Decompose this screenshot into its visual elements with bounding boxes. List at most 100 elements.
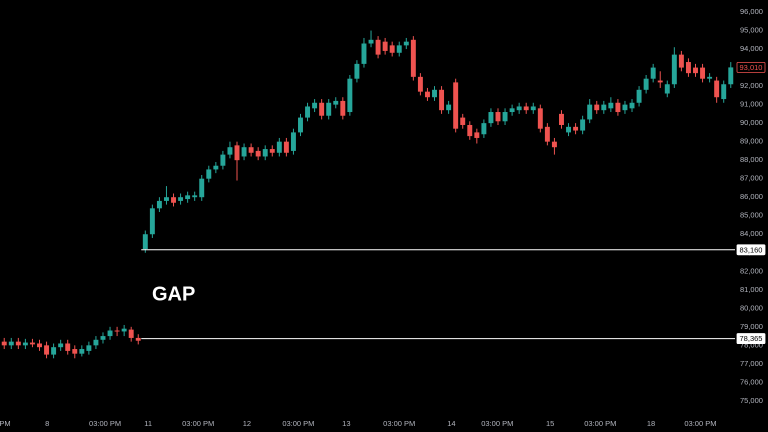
x-tick-label: 11 bbox=[144, 419, 152, 428]
y-tick-label: 81,000 bbox=[740, 285, 763, 294]
candle-body bbox=[121, 328, 127, 332]
candle-body bbox=[573, 126, 579, 131]
candle-body bbox=[128, 329, 134, 338]
y-tick-label: 90,000 bbox=[740, 118, 763, 127]
candle-body bbox=[79, 349, 85, 354]
candle-body bbox=[234, 145, 240, 161]
candle-body bbox=[403, 41, 409, 46]
candle-body bbox=[333, 100, 339, 105]
x-tick-label: 13 bbox=[342, 419, 350, 428]
candle-body bbox=[135, 337, 141, 341]
candle-body bbox=[37, 343, 42, 348]
x-tick-label: 03:00 PM bbox=[383, 419, 415, 428]
candle-body bbox=[100, 336, 106, 340]
y-tick-label: 79,000 bbox=[740, 322, 763, 331]
y-tick-label: 92,000 bbox=[740, 81, 763, 90]
candle-body bbox=[685, 62, 691, 74]
x-tick-label: 03:00 PM bbox=[481, 419, 513, 428]
y-tick-label: 86,000 bbox=[740, 192, 763, 201]
last-price-box bbox=[736, 62, 766, 73]
y-tick-label: 78,000 bbox=[740, 340, 763, 349]
candle-body bbox=[206, 169, 212, 179]
candle-body bbox=[707, 76, 713, 79]
candle-body bbox=[93, 339, 99, 346]
y-tick-label: 94,000 bbox=[740, 44, 763, 53]
candle-body bbox=[566, 126, 572, 133]
gap-annotation: GAP bbox=[152, 283, 195, 305]
candle-body bbox=[657, 80, 663, 83]
y-tick-label: 84,000 bbox=[740, 229, 763, 238]
x-tick-label: PM bbox=[0, 419, 11, 428]
candle-body bbox=[262, 149, 268, 157]
candle-body bbox=[530, 106, 536, 111]
candle-body bbox=[72, 349, 78, 354]
candle-body bbox=[86, 345, 92, 351]
candle-body bbox=[678, 54, 684, 68]
candle-body bbox=[269, 149, 275, 153]
candle-body bbox=[114, 330, 120, 332]
candle-body bbox=[382, 41, 388, 51]
candle-body bbox=[432, 89, 437, 98]
candle-body bbox=[594, 104, 600, 111]
candle-body bbox=[721, 84, 727, 100]
level-box bbox=[736, 333, 766, 344]
candle-body bbox=[424, 91, 430, 98]
y-tick-label: 89,000 bbox=[740, 137, 763, 146]
x-tick-label: 03:00 PM bbox=[89, 419, 121, 428]
candle-body bbox=[629, 102, 635, 109]
y-tick-label: 77,000 bbox=[740, 359, 763, 368]
candle-body bbox=[65, 343, 71, 351]
candle-body bbox=[163, 197, 169, 201]
candle-body bbox=[368, 39, 374, 44]
last-price-label: 93,010 bbox=[740, 63, 763, 72]
candle-body bbox=[728, 67, 734, 85]
x-tick-label: 12 bbox=[243, 419, 251, 428]
candle-body bbox=[587, 104, 593, 120]
y-tick-label: 82,000 bbox=[740, 266, 763, 275]
x-tick-label: 03:00 PM bbox=[584, 419, 616, 428]
candle-body bbox=[149, 208, 155, 235]
candle-body bbox=[467, 124, 473, 137]
candle-body bbox=[8, 341, 14, 346]
candle-body bbox=[580, 119, 586, 131]
level-label: 78,365 bbox=[740, 334, 763, 343]
candle-body bbox=[516, 106, 522, 111]
candle-body bbox=[156, 200, 162, 209]
candle-body bbox=[488, 112, 494, 124]
candle-body bbox=[354, 63, 360, 79]
candle-body bbox=[298, 117, 303, 133]
candle-body bbox=[453, 82, 459, 129]
candle-body bbox=[460, 117, 466, 125]
y-tick-label: 91,000 bbox=[740, 100, 763, 109]
candle-body bbox=[389, 45, 395, 53]
y-tick-label: 96,000 bbox=[740, 7, 763, 16]
candle-body bbox=[58, 343, 64, 348]
candle-body bbox=[523, 106, 529, 111]
candle-body bbox=[509, 108, 515, 113]
y-tick-label: 95,000 bbox=[740, 26, 763, 35]
level-box bbox=[736, 244, 766, 256]
candle-body bbox=[446, 104, 452, 111]
x-tick-label: 03:00 PM bbox=[684, 419, 716, 428]
candle-body bbox=[213, 165, 219, 170]
candle-body bbox=[276, 141, 282, 153]
candle-body bbox=[15, 341, 21, 346]
candle-body bbox=[107, 330, 113, 337]
candle-body bbox=[615, 102, 621, 113]
candle-body bbox=[255, 150, 261, 157]
candle-body bbox=[643, 78, 649, 90]
candle-body bbox=[700, 67, 706, 79]
candle-body bbox=[22, 342, 28, 346]
x-tick-label: 18 bbox=[647, 419, 655, 428]
candle-body bbox=[171, 197, 176, 203]
candle-body bbox=[671, 54, 677, 85]
candle-body bbox=[178, 197, 184, 201]
candle-body bbox=[248, 147, 254, 153]
candle-body bbox=[227, 147, 233, 155]
candle-body bbox=[142, 234, 148, 250]
candle-body bbox=[636, 89, 642, 103]
candle-body bbox=[601, 104, 607, 111]
candle-body bbox=[417, 76, 423, 92]
candle-body bbox=[481, 123, 487, 135]
